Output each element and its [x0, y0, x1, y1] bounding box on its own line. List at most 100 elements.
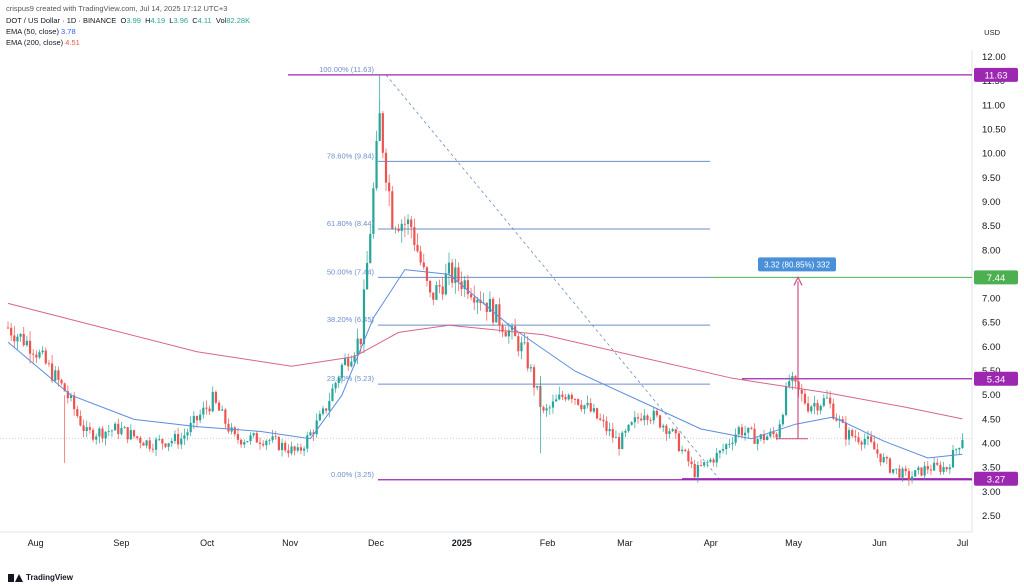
- candle: [343, 353, 347, 366]
- candle-body: [88, 427, 91, 430]
- candle-body: [945, 467, 948, 470]
- ema50-legend[interactable]: EMA (50, close) 3.78: [6, 27, 76, 36]
- candle-body: [347, 358, 350, 367]
- candle-body: [340, 364, 343, 378]
- candle-body: [262, 443, 265, 446]
- x-tick-label: Apr: [704, 538, 718, 548]
- x-tick-label: Feb: [540, 538, 556, 548]
- candle-body: [372, 188, 375, 234]
- candle: [177, 427, 180, 450]
- candle-body: [136, 436, 139, 438]
- candle: [523, 333, 526, 345]
- candle-body: [851, 430, 854, 437]
- measure-label: 3.32 (80.85%) 332: [764, 260, 830, 269]
- x-tick-label: Mar: [617, 538, 633, 548]
- candle-body: [561, 394, 564, 397]
- candle-body: [189, 422, 192, 433]
- candle-body: [126, 427, 129, 440]
- candle-body: [331, 388, 334, 401]
- candle: [451, 258, 454, 288]
- tradingview-brand[interactable]: TradingView: [8, 573, 73, 582]
- y-tick-label: 6.00: [982, 342, 1001, 353]
- price-axis-badge: [974, 471, 1018, 486]
- y-tick-label: 4.00: [982, 439, 1001, 450]
- candle: [514, 318, 517, 337]
- candle-body: [961, 439, 964, 448]
- candle: [734, 428, 737, 446]
- candle-body: [813, 403, 816, 407]
- candle: [252, 432, 255, 439]
- candle: [205, 400, 208, 415]
- candle: [545, 403, 548, 417]
- candle: [693, 459, 696, 479]
- candle: [287, 444, 290, 458]
- brand-name: TradingView: [26, 573, 73, 582]
- candle: [132, 429, 136, 439]
- y-tick-label: 5.50: [982, 366, 1001, 377]
- candle-body: [643, 415, 646, 421]
- candle-body: [299, 447, 303, 451]
- candle: [95, 433, 98, 445]
- candle-body: [208, 408, 211, 412]
- candle: [888, 457, 892, 474]
- candle: [425, 266, 429, 287]
- candle: [145, 439, 148, 449]
- candle: [844, 416, 847, 446]
- candle: [933, 457, 936, 472]
- candle-body: [633, 417, 636, 423]
- candle: [876, 443, 879, 458]
- ohlc-open-label: O: [120, 16, 127, 25]
- candle-body: [901, 468, 904, 478]
- candle: [627, 424, 630, 433]
- candle: [28, 331, 32, 364]
- candle-body: [734, 434, 737, 443]
- candle-body: [573, 399, 577, 400]
- candle: [907, 467, 910, 486]
- candle: [246, 440, 249, 443]
- candle-body: [548, 407, 551, 409]
- candle: [863, 433, 866, 449]
- candle-body: [145, 440, 148, 446]
- candle: [76, 405, 79, 419]
- candle: [293, 445, 296, 456]
- candle-body: [438, 285, 441, 287]
- candle: [517, 332, 520, 357]
- candle: [35, 350, 38, 363]
- candle: [879, 453, 882, 466]
- candle-body: [274, 436, 277, 438]
- candle-body: [63, 383, 66, 392]
- candle: [668, 428, 671, 439]
- candle: [936, 458, 939, 467]
- ema200-legend[interactable]: EMA (200, close) 4.51: [6, 38, 80, 47]
- ema200-label: EMA (200, close): [6, 38, 64, 47]
- x-tick-label: Jul: [957, 538, 969, 548]
- candle-body: [177, 434, 180, 445]
- candle-body: [85, 427, 88, 432]
- candle-body: [217, 402, 221, 411]
- candle-body: [369, 233, 372, 263]
- candle-body: [25, 340, 28, 346]
- candle-body: [32, 353, 35, 355]
- candle-body: [762, 434, 766, 441]
- candle: [737, 425, 740, 438]
- candle-body: [939, 464, 942, 472]
- candle: [299, 443, 303, 455]
- candle-body: [747, 427, 750, 433]
- candle-body: [605, 421, 608, 432]
- candle-body: [485, 302, 488, 312]
- candle: [318, 410, 321, 422]
- y-tick-label: 7.00: [982, 294, 1001, 305]
- candle: [82, 419, 85, 438]
- candle-body: [784, 386, 788, 415]
- candle-body: [10, 327, 13, 336]
- candle: [901, 466, 904, 482]
- candle-body: [750, 427, 753, 429]
- y-tick-label: 9.00: [982, 197, 1001, 208]
- candle-body: [315, 420, 318, 435]
- candle-body: [759, 434, 762, 440]
- symbol-legend[interactable]: DOT / US Dollar · 1D · BINANCE O3.99 H4.…: [6, 16, 250, 25]
- y-tick-label: 6.50: [982, 318, 1001, 329]
- candle: [677, 430, 681, 452]
- candle-body: [863, 439, 866, 445]
